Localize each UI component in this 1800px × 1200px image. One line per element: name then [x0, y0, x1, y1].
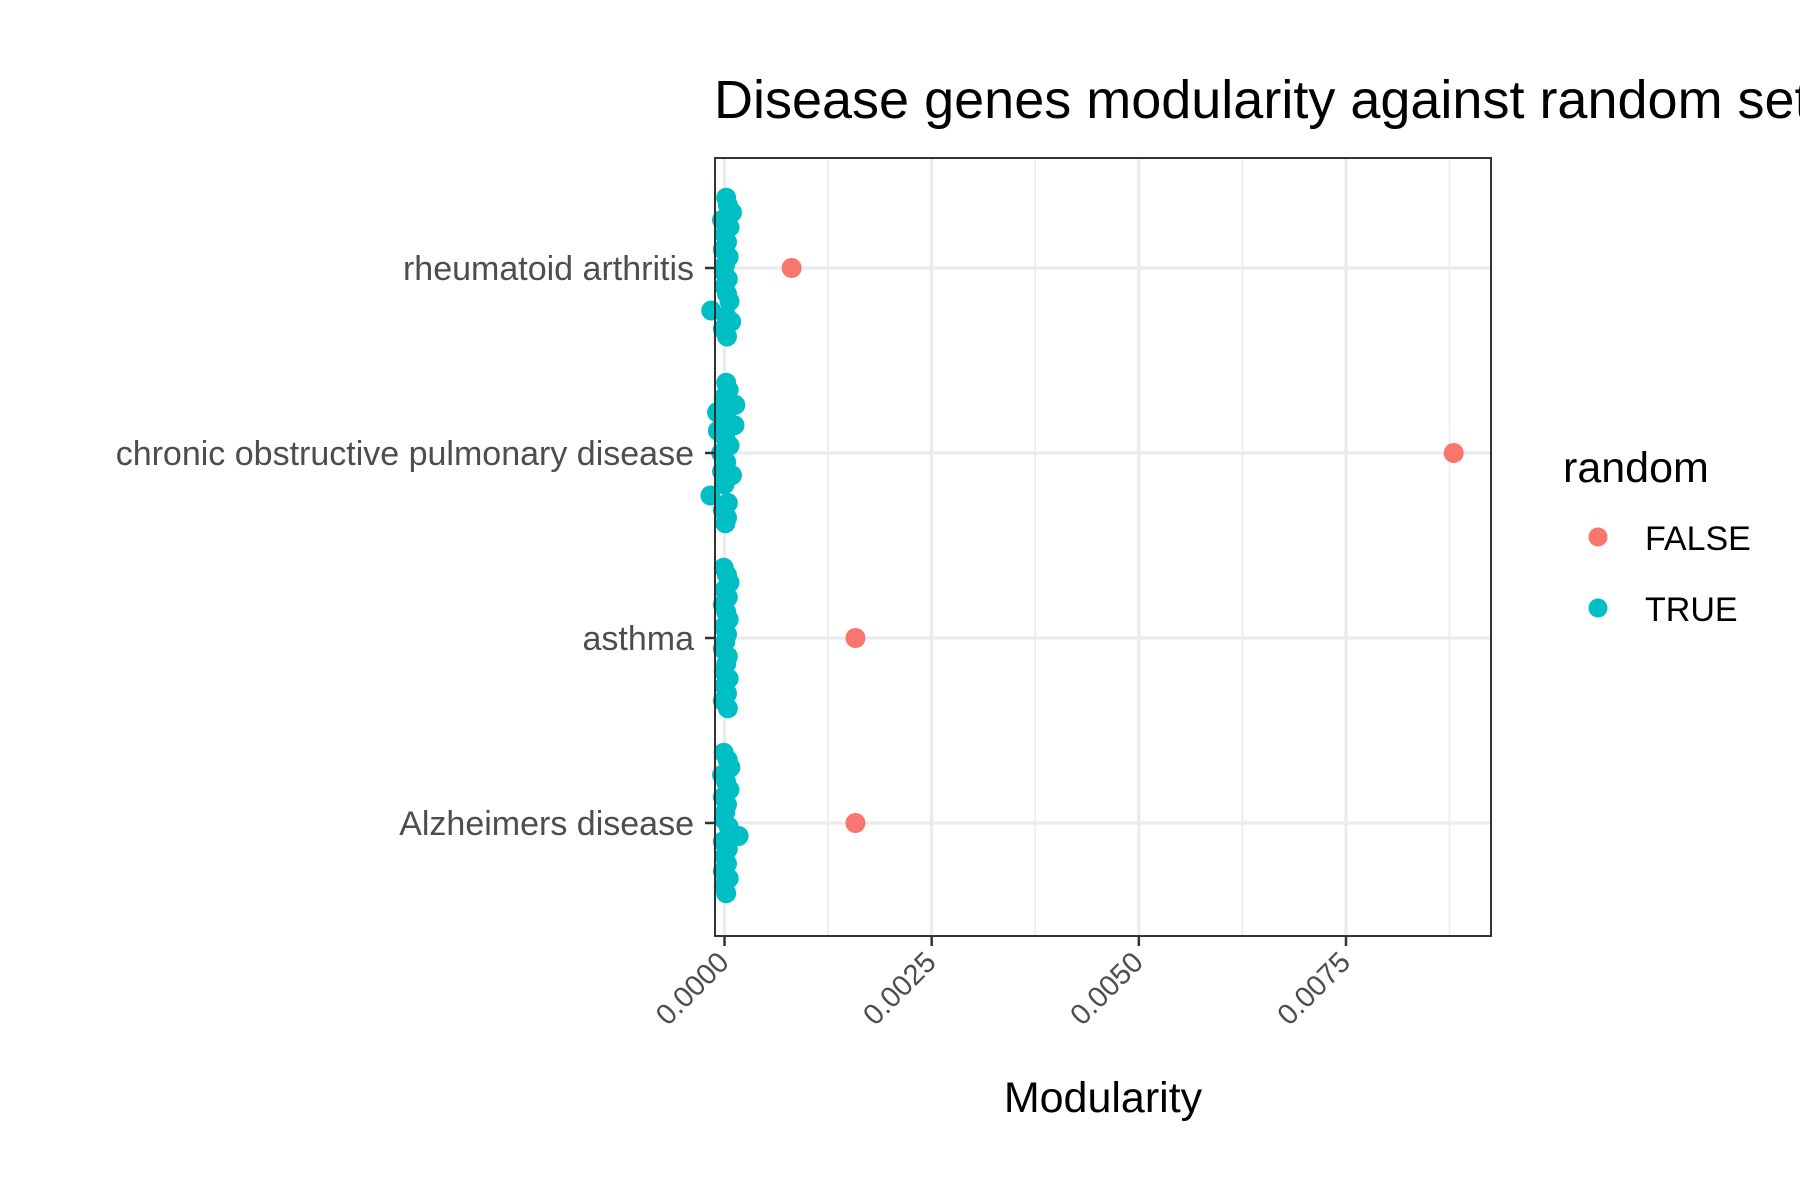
y-axis: rheumatoid arthritis chronic obstructive … — [116, 250, 715, 843]
y-tick-label: chronic obstructive pulmonary disease — [116, 435, 694, 473]
data-point-true — [717, 326, 738, 347]
data-point-false — [845, 628, 866, 648]
data-point-false — [1443, 443, 1464, 463]
legend-false-key — [1588, 527, 1608, 547]
y-tick-label: Alzheimers disease — [399, 805, 694, 843]
data-point-true — [714, 474, 735, 495]
y-tick-label: rheumatoid arthritis — [403, 250, 694, 288]
data-point-true — [717, 698, 738, 719]
plot-border — [714, 157, 1492, 937]
legend-title: random — [1563, 444, 1709, 492]
data-points — [700, 187, 1464, 904]
grid-lines — [715, 158, 1491, 936]
data-point-false — [845, 813, 866, 833]
data-point-true — [716, 883, 737, 904]
chart-title: Disease genes modularity against random … — [714, 70, 1800, 130]
legend-true-key — [1588, 598, 1608, 618]
data-point-false — [781, 258, 802, 278]
data-point-true — [715, 513, 736, 534]
legend-false-label: FALSE — [1645, 520, 1751, 558]
legend-true-label: TRUE — [1645, 591, 1738, 629]
x-axis-title: Modularity — [1004, 1074, 1203, 1122]
plot-panel — [715, 158, 1491, 936]
data-point-true — [725, 394, 746, 415]
legend: random FALSE TRUE — [1563, 444, 1751, 629]
y-tick-label: asthma — [583, 620, 695, 658]
